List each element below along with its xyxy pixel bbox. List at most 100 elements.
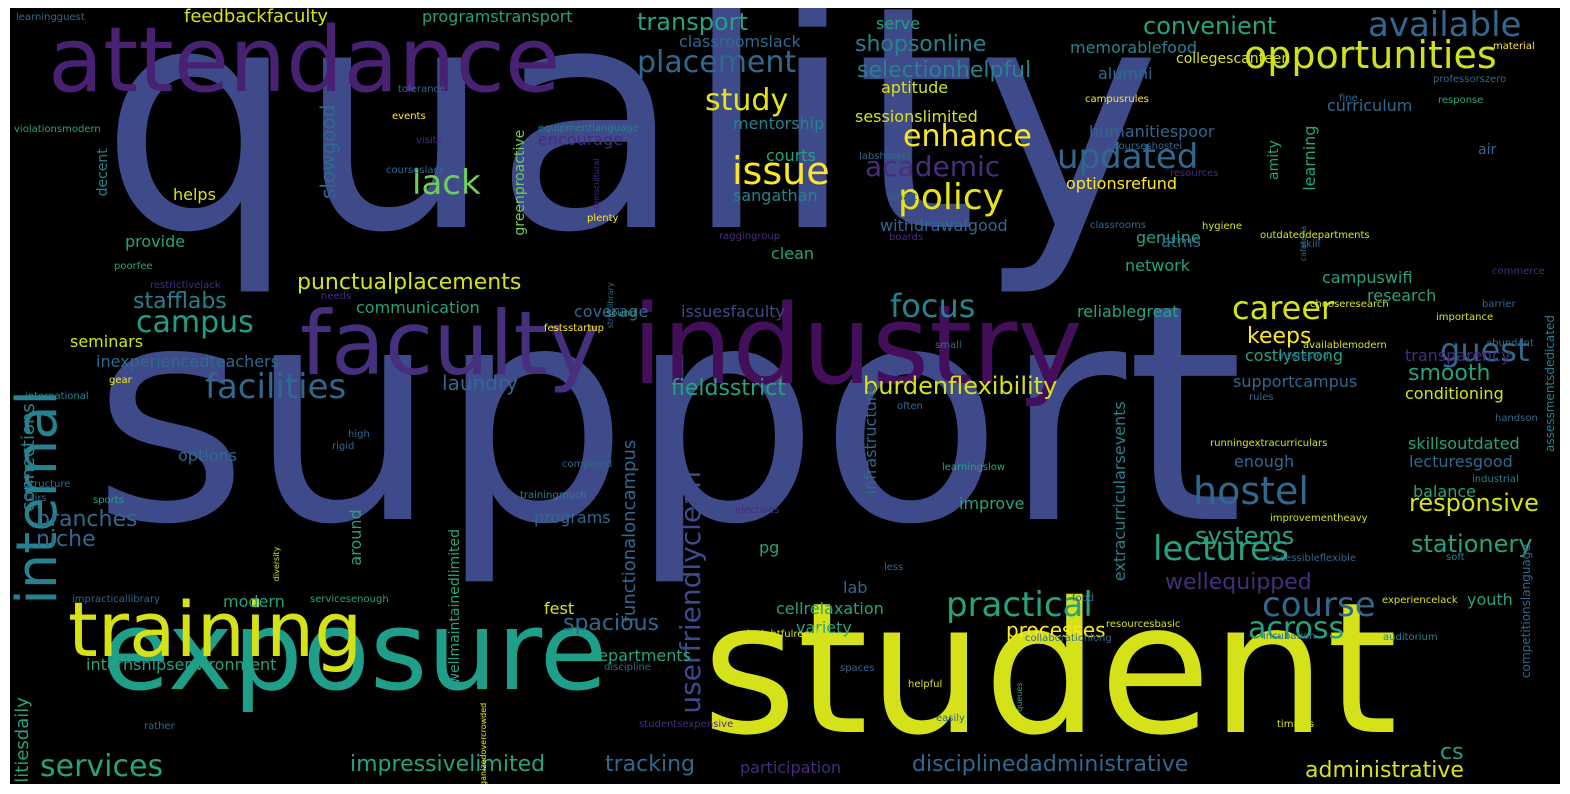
word-programs: programs [534,508,611,527]
word-sound: sound [606,308,637,319]
word-variety: variety [796,618,852,637]
word-punctualplacements: punctualplacements [297,270,522,295]
word-abundant: abundant [1486,338,1534,349]
word-servicesenough: servicesenough [310,594,389,605]
word-supportcampus: supportcampus [1233,372,1358,391]
word-industry: industry [632,281,1083,409]
word-aptitude: aptitude [881,78,949,97]
word-quality: quality [100,8,1161,301]
word-material: material [1493,41,1535,52]
word-seminars: seminars [70,332,144,351]
word-academic: academic [865,150,1001,183]
word-youth: youth [1467,590,1513,609]
word-training: training [68,585,363,674]
word-facilities: facilities [205,367,347,407]
word-sangathan: sangathan [733,186,818,205]
word-pg: pg [759,538,780,557]
word-genuine: genuine [1136,228,1201,247]
word-coverage: coverage [574,302,649,321]
word-resources: resources [1170,168,1219,179]
word-opportunities: opportunities [1244,33,1497,77]
word-campus: campus [136,305,254,340]
word-updated: updated [1057,137,1199,177]
word-issue: issue [732,149,830,193]
word-research: research [1367,286,1437,305]
word-commerce: commerce [1492,266,1545,277]
word-enough: enough [1234,452,1295,471]
word-enhance: enhance [903,119,1032,154]
word-fieldsstrict: fieldsstrict [671,376,786,401]
word-courseslack: courseslack [386,165,445,176]
word-learningguest: learningguest [16,12,85,23]
word-events: events [392,111,426,122]
word-smooth: smooth [1408,361,1491,386]
word-high: high [348,429,370,440]
word-amity: amity [1266,140,1282,180]
word-less: less [884,562,904,573]
word-wellmaintainedlimited: wellmaintainedlimited [447,528,463,685]
word-courseshostel: courseshostel [1113,141,1183,152]
word-professorszero: professorszero [1433,74,1507,85]
word-laundry: laundry [442,371,518,395]
word-userfriendlyclean: userfriendlyclean [674,470,707,714]
word-poorfee: poorfee [114,261,153,272]
word-helpful: helpful [908,679,943,690]
word-plenty: plenty [587,213,619,224]
word-equipmentlanguage: equipmentlanguage [538,123,639,134]
word-burdenflexibility: burdenflexibility [863,372,1058,400]
word-lab: lab [843,578,868,597]
word-available: available [1368,8,1522,45]
word-assessmentsdedicated: assessmentsdedicated [1543,315,1557,452]
word-career: career [1232,289,1335,327]
word-skillsoutdated: skillsoutdated [1408,434,1520,453]
word-provide: provide [125,232,186,251]
word-cellrelaxation: cellrelaxation [776,599,884,618]
word-tracking: tracking [605,752,696,777]
word-memorablefood: memorablefood [1070,38,1197,57]
word-keeps: keeps [1247,324,1312,349]
word-often: often [897,401,923,412]
word-international: international [25,391,89,402]
word-decent: decent [95,148,111,197]
word-queues: queues [1015,682,1024,712]
word-studentsexpensive: studentsexpensive [639,719,734,730]
word-optionsrefund: optionsrefund [1066,174,1178,193]
word-serve: serve [876,14,921,33]
word-reliablegreat: reliablegreat [1077,302,1179,321]
word-sessionslimited: sessionslimited [855,107,978,126]
word-cloud: quality support student industry exposure att… [10,8,1560,784]
word-lectures: lectures [1153,529,1289,569]
word-interested: interested [1278,351,1329,362]
word-classrooms: classrooms [1090,220,1146,231]
word-festsstartup: festsstartup [544,323,604,334]
word-withdrawalgood: withdrawalgood [880,216,1008,235]
word-facilitiesdaily: facilitiesdaily [12,697,33,784]
word-easily: easily [936,713,965,724]
word-sports: sports [93,495,124,506]
word-communication: communication [356,298,480,317]
word-hygiene: hygiene [1202,221,1243,232]
word-branches: branches [36,507,138,532]
word-classroomslack: classroomslack [679,32,801,51]
word-raggingroup: raggingroup [719,231,781,242]
word-structure: structure [25,479,71,490]
word-importance: importance [1436,312,1494,323]
word-conditioning: conditioning [1405,384,1504,403]
word-fest: fest [544,599,575,618]
word-courts: courts [766,146,816,165]
word-extracurricularsevents: extracurricularsevents [1110,401,1129,582]
word-spaces: spaces [840,663,875,674]
word-improvementheavy: improvementheavy [1270,513,1368,524]
word-stationery: stationery [1411,530,1533,558]
word-modern: modern [223,592,285,611]
word-campuswifi: campuswifi [1322,268,1413,287]
word-handson: handson [1495,413,1538,424]
word-cs: cs [1440,740,1464,765]
word-transport: transport [637,8,748,36]
word-balance: balance [1413,482,1476,501]
word-timings: timings [1277,719,1315,730]
word-availablemodern: availablemodern [1303,340,1387,351]
word-gear: gear [109,375,132,386]
word-boards: boards [889,232,924,243]
word-wellequipped: wellequipped [1165,570,1312,595]
